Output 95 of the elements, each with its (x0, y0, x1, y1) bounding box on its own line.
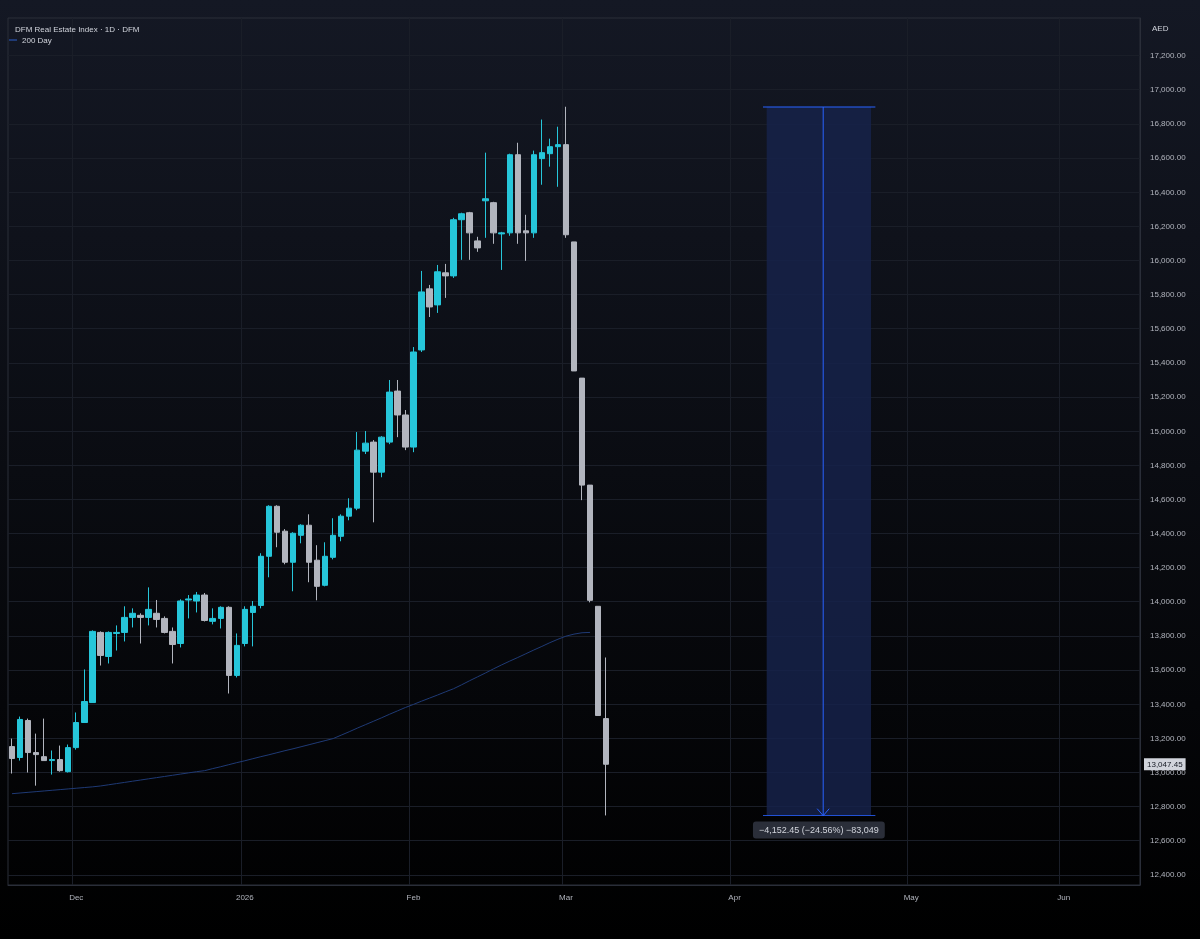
candlestick (41, 718, 47, 762)
candlestick (17, 716, 23, 762)
candlestick (298, 523, 304, 544)
legend-label: 200 Day (22, 35, 52, 45)
candlestick (434, 264, 441, 314)
y-tick-label: 13,200.00 (1150, 733, 1187, 743)
candlestick (33, 733, 39, 787)
candlestick (410, 346, 417, 453)
y-tick-label: 14,600.00 (1150, 494, 1187, 504)
candlestick (603, 657, 609, 816)
candlestick (498, 231, 505, 271)
y-tick-label: 13,600.00 (1150, 665, 1187, 675)
y-tick-label: 14,200.00 (1150, 563, 1187, 573)
y-tick-label: 12,800.00 (1150, 801, 1187, 811)
candlestick (282, 528, 288, 565)
candlestick (290, 531, 296, 592)
candlestick (571, 241, 577, 372)
y-axis-title: AED (1152, 23, 1169, 33)
candlestick (482, 152, 489, 239)
candlestick (97, 630, 104, 667)
candlestick (314, 544, 320, 601)
candlestick (466, 211, 473, 261)
candlestick (587, 484, 593, 603)
candlestick (563, 106, 569, 239)
candlestick (306, 513, 312, 583)
candlestick (531, 150, 537, 239)
x-tick-label: Jun (1057, 892, 1071, 902)
y-tick-label: 12,600.00 (1150, 836, 1187, 846)
candlestick (201, 592, 208, 622)
y-tick-label: 17,000.00 (1150, 85, 1187, 95)
y-tick-label: 13,400.00 (1150, 699, 1187, 709)
candlestick (137, 612, 144, 644)
y-tick-label: 16,800.00 (1150, 119, 1187, 129)
candlestick (330, 517, 336, 560)
candlestick (490, 201, 497, 245)
candlestick (346, 497, 352, 521)
candlestick (595, 605, 601, 717)
candlestick (242, 605, 248, 647)
candlestick (209, 607, 216, 625)
candlestick (25, 718, 31, 774)
y-tick-label: 14,400.00 (1150, 528, 1187, 538)
candlestick (226, 605, 232, 695)
candlestick (274, 504, 280, 548)
x-tick-label: Dec (69, 892, 84, 902)
y-tick-label: 17,200.00 (1150, 51, 1187, 61)
x-tick-label: Mar (559, 892, 574, 902)
y-tick-label: 16,400.00 (1150, 187, 1187, 197)
y-tick-label: 16,200.00 (1150, 221, 1187, 231)
candlestick (507, 153, 513, 237)
y-tick-label: 15,400.00 (1150, 358, 1187, 368)
candlestick (73, 711, 79, 751)
x-tick-label: Apr (728, 892, 742, 902)
x-tick-label: 2026 (235, 892, 255, 902)
y-tick-label: 14,000.00 (1150, 597, 1187, 607)
text: DFM Real Estate Index · 1D · DFM (15, 24, 140, 34)
candlestick (442, 263, 449, 299)
x-tick-label: Feb (406, 892, 421, 902)
candlestick (49, 750, 55, 776)
candlestick (523, 214, 529, 262)
candlestick (362, 430, 369, 455)
y-tick-label: 15,800.00 (1150, 289, 1187, 299)
candlestick (426, 284, 433, 318)
y-tick-label: 16,600.00 (1150, 153, 1187, 163)
candlestick (474, 236, 481, 253)
y-tick-label: 14,800.00 (1150, 460, 1187, 470)
candlestick (250, 600, 256, 647)
candlestick (218, 605, 224, 629)
candlestick (547, 138, 553, 168)
candlestick (234, 632, 240, 678)
candlestick (338, 513, 344, 542)
candlestick (145, 586, 152, 626)
y-tick-label: 16,000.00 (1150, 255, 1187, 265)
candlestick (579, 377, 585, 501)
y-tick-label: 12,400.00 (1150, 870, 1187, 880)
x-tick-label: May (903, 892, 919, 902)
candlestick (266, 504, 272, 578)
candlestick (555, 126, 561, 188)
y-tick-label: 13,800.00 (1150, 631, 1187, 641)
y-tick-label: 13,000.00 (1150, 767, 1187, 777)
candlestick (370, 439, 377, 523)
candlestick (322, 541, 328, 587)
candlestick (418, 270, 425, 353)
candlestick (354, 431, 360, 511)
candlestick (515, 142, 521, 245)
band-label: −4,152.45 (−24.56%) −83,049 (758, 824, 879, 835)
candlestick (539, 119, 545, 186)
line-series (11, 631, 591, 795)
candlestick (258, 552, 264, 609)
text: 13,047.45 (1147, 759, 1184, 769)
candlestick (65, 744, 71, 774)
candlestick (9, 738, 15, 775)
y-tick-label: 15,600.00 (1150, 324, 1187, 334)
y-tick-label: 15,000.00 (1150, 426, 1187, 436)
candlestick (57, 745, 63, 773)
y-tick-label: 15,200.00 (1150, 392, 1187, 402)
